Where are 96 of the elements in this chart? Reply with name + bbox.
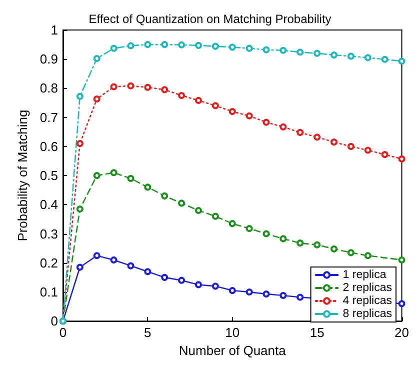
y-tick-label: 0.1 (40, 284, 58, 300)
point (228, 287, 236, 294)
point (228, 108, 236, 116)
y-tick-label: 0.9 (40, 52, 58, 67)
point (246, 225, 253, 232)
point (347, 52, 354, 60)
point (76, 264, 84, 271)
point (381, 151, 388, 158)
point (262, 230, 270, 238)
y-tick-label: 0.7 (40, 110, 58, 125)
point (246, 44, 253, 52)
point (212, 282, 219, 290)
point (398, 300, 406, 308)
point (381, 56, 388, 63)
point (314, 134, 321, 141)
point (330, 245, 338, 252)
point (194, 96, 202, 104)
point (161, 274, 168, 281)
point (93, 95, 100, 102)
point (110, 83, 118, 90)
point (246, 112, 253, 120)
x-tick-label: 20 (394, 325, 410, 340)
legend-label: 4 replicas (342, 295, 392, 307)
x-tick-label: 5 (144, 325, 152, 340)
point (127, 174, 134, 182)
point (110, 44, 118, 52)
y-tick-label: 0.6 (40, 138, 58, 154)
point (93, 172, 100, 180)
point (127, 262, 134, 270)
point (76, 92, 84, 100)
point (280, 292, 287, 299)
point (228, 44, 236, 51)
point (212, 212, 219, 220)
point (127, 82, 134, 90)
chart-title: Effect of Quantization on Matching Probability (88, 12, 332, 26)
point (262, 46, 270, 54)
point (161, 192, 168, 200)
point (178, 41, 186, 48)
point (110, 169, 118, 176)
y-tick-label: 0.2 (40, 255, 58, 270)
point (280, 123, 287, 130)
y-tick-label: 0.8 (40, 80, 58, 96)
point (194, 42, 202, 49)
y-tick-label: 1 (50, 22, 58, 38)
point (398, 155, 406, 162)
legend-label: 2 replicas (342, 282, 392, 294)
point (76, 206, 84, 213)
point (178, 200, 186, 207)
legend-label: 1 replica (342, 269, 387, 281)
x-tick-label: 15 (310, 325, 324, 340)
y-tick-label: 0.3 (40, 226, 58, 242)
y-axis-title: Probability of Matching (15, 110, 30, 242)
point (110, 256, 118, 264)
point (296, 128, 304, 136)
point (194, 281, 202, 288)
point (93, 252, 100, 260)
point (280, 46, 287, 54)
point (144, 41, 152, 48)
point (314, 241, 321, 248)
point (76, 140, 84, 148)
x-axis-title: Number of Quanta (178, 343, 287, 358)
point (347, 142, 354, 150)
point (93, 55, 100, 62)
point (296, 294, 304, 301)
point (364, 54, 372, 62)
y-tick-label: 0.5 (40, 168, 58, 184)
x-tick-label: 10 (225, 325, 240, 340)
point (262, 118, 270, 126)
point (161, 86, 168, 94)
point (144, 184, 152, 191)
point (398, 58, 406, 65)
y-tick-label: 0.4 (40, 197, 58, 212)
point (314, 50, 321, 57)
point (144, 84, 152, 91)
point (398, 256, 406, 264)
point (161, 41, 168, 48)
y-tick-label: 0 (50, 314, 58, 329)
point (330, 138, 338, 146)
point (280, 235, 287, 242)
point (144, 268, 152, 276)
point (178, 92, 186, 99)
point (347, 249, 354, 256)
point (127, 42, 134, 50)
point (228, 220, 236, 228)
legend-label: 8 replicas (342, 308, 392, 320)
point (194, 206, 202, 214)
point (262, 290, 270, 298)
point (330, 52, 338, 59)
point (212, 42, 219, 50)
point (212, 102, 219, 110)
point (296, 240, 304, 247)
point (246, 288, 253, 296)
point (296, 48, 304, 56)
point (178, 276, 186, 284)
point (364, 146, 372, 154)
point (364, 252, 372, 260)
